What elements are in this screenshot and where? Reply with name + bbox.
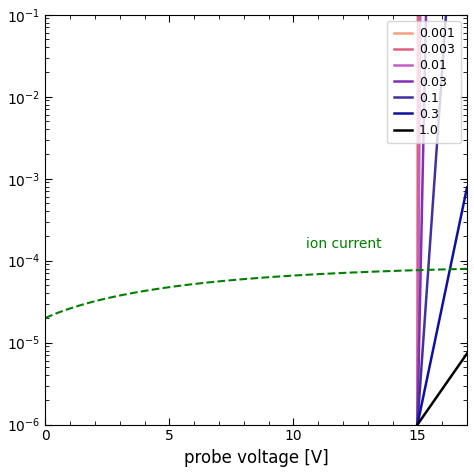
0.3 — [456, 224, 462, 230]
Legend: 0.001, 0.003, 0.01, 0.03, 0.1, 0.3, 1.0: 0.001, 0.003, 0.01, 0.03, 0.1, 0.3, 1.0 — [387, 21, 461, 143]
1.0 — [410, 428, 416, 433]
0.3 — [410, 441, 416, 447]
Line: 0.03: 0.03 — [46, 0, 467, 474]
1.0 — [456, 363, 462, 368]
X-axis label: probe voltage [V]: probe voltage [V] — [184, 449, 328, 467]
Line: 0.1: 0.1 — [46, 0, 467, 474]
Line: 0.001: 0.001 — [46, 0, 467, 474]
Line: 1.0: 1.0 — [46, 354, 467, 474]
1.0 — [464, 351, 470, 356]
0.3 — [464, 184, 470, 190]
Text: ion current: ion current — [306, 237, 382, 251]
Line: 0.003: 0.003 — [46, 0, 467, 474]
Line: 0.3: 0.3 — [46, 187, 467, 474]
Line: 0.01: 0.01 — [46, 0, 467, 474]
